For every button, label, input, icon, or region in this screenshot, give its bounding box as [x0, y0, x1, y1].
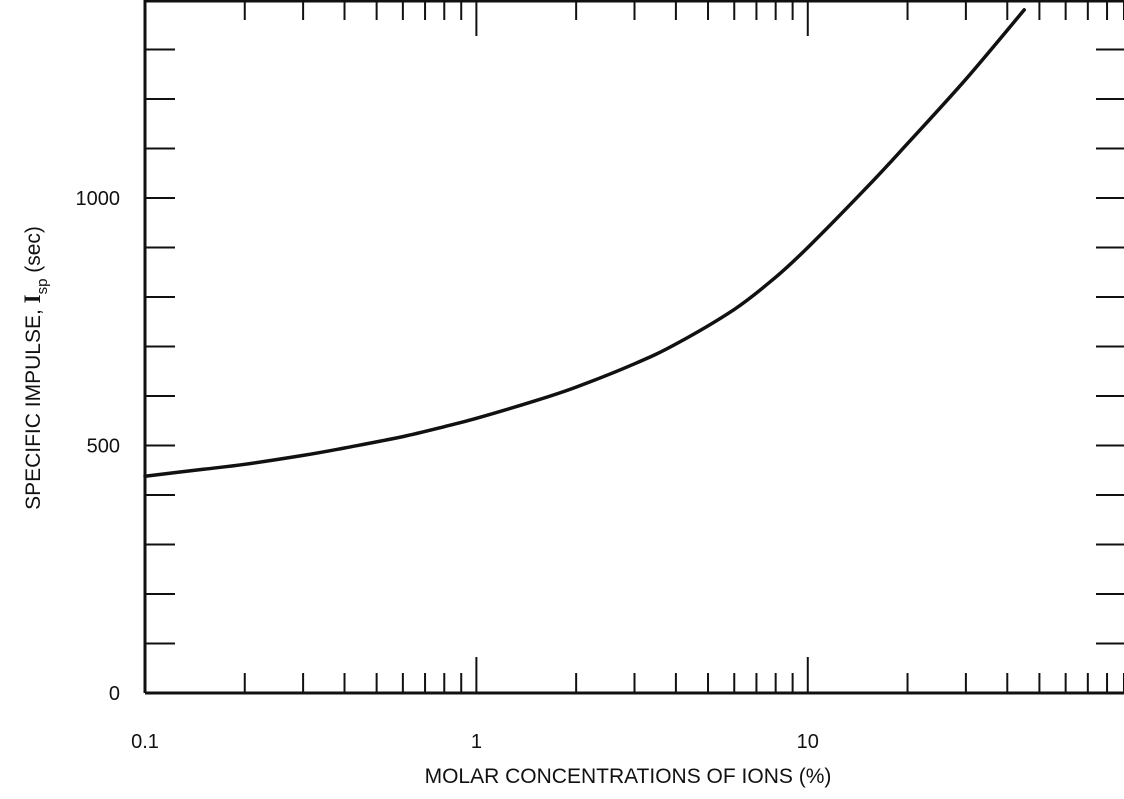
y-tick-label: 500 — [87, 436, 120, 458]
y-axis-label-suffix: (sec) — [22, 226, 45, 279]
series-line — [143, 8, 1026, 478]
x-tick-label: 10 — [797, 731, 819, 753]
x-tick-label: 1 — [471, 731, 482, 753]
y-axis-label-symbol: I — [20, 294, 45, 303]
axis-tick-labels: 0.1 1 10 0 500 1000 — [76, 188, 819, 753]
axis-ticks — [145, 0, 1124, 693]
y-axis-label: SPECIFIC IMPULSE, Isp (sec) — [20, 226, 51, 510]
y-axis-label-subscript: sp — [34, 279, 51, 295]
y-tick-label: 1000 — [76, 188, 121, 210]
x-tick-label: 0.1 — [131, 731, 159, 753]
series-layer — [143, 8, 1026, 478]
plot-frame — [143, 0, 1124, 695]
y-axis-label-prefix: SPECIFIC IMPULSE, — [22, 303, 45, 510]
x-axis-label: MOLAR CONCENTRATIONS OF IONS (%) — [425, 765, 832, 788]
y-tick-label: 0 — [109, 683, 120, 705]
